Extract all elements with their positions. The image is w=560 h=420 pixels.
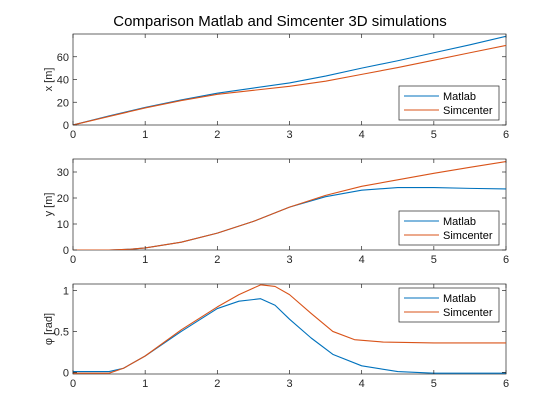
series-group [73, 161, 506, 250]
x-tick-label: 5 [431, 129, 437, 141]
x-tick-label: 4 [359, 378, 365, 390]
x-tick-label: 6 [503, 129, 509, 141]
y-tick-label: 0.5 [54, 326, 69, 338]
y-tick-label: 20 [57, 193, 69, 205]
series-group [73, 35, 506, 125]
x-tick-label: 0 [70, 254, 76, 266]
y-tick-label: 0 [63, 367, 69, 379]
x-tick-label: 0 [70, 378, 76, 390]
y-tick-label: 60 [57, 52, 69, 64]
x-tick-label: 6 [503, 254, 509, 266]
x-tick-label: 2 [214, 129, 220, 141]
legend-box [398, 210, 500, 246]
y-tick-label: 0 [63, 120, 69, 132]
y-tick-label: 40 [57, 75, 69, 87]
legend-label-matlab: Matlab [443, 216, 476, 228]
x-tick-label: 1 [142, 254, 148, 266]
x-tick-label: 5 [431, 254, 437, 266]
y-tick-label: 30 [57, 167, 69, 179]
x-tick-label: 0 [70, 129, 76, 141]
legend-label-simcenter: Simcenter [443, 307, 493, 319]
x-tick-label: 3 [286, 254, 292, 266]
x-tick-label: 5 [431, 378, 437, 390]
x-tick-label: 3 [286, 129, 292, 141]
legend-label-matlab: Matlab [443, 293, 476, 305]
legend: Matlab Simcenter [398, 85, 500, 121]
x-tick-label: 4 [359, 254, 365, 266]
legend-box [398, 287, 500, 323]
subplot-3: 0 1 2 3 4 5 6 0 0.5 1 φ [rad] Matlab Simcenter [43, 283, 509, 390]
x-tick-label: 1 [142, 129, 148, 141]
series-line-simcenter [73, 161, 506, 250]
legend-label-matlab: Matlab [443, 91, 476, 103]
legend: Matlab Simcenter [398, 210, 500, 246]
y-axis-label: y [m] [43, 193, 55, 217]
y-axis-label: x [m] [43, 68, 55, 92]
subplot-2: 0 1 2 3 4 5 6 0 10 20 30 y [m] Matlab Simcenter [43, 158, 509, 266]
y-tick-label: 0 [63, 245, 69, 257]
y-axis-label: φ [rad] [43, 313, 55, 345]
x-tick-label: 4 [359, 129, 365, 141]
legend-box [398, 85, 500, 121]
series-line-simcenter [73, 44, 506, 125]
legend-label-simcenter: Simcenter [443, 105, 493, 117]
y-tick-label: 20 [57, 97, 69, 109]
legend: Matlab Simcenter [398, 287, 500, 323]
legend-label-simcenter: Simcenter [443, 230, 493, 242]
series-line-matlab [73, 35, 506, 125]
x-tick-label: 2 [214, 254, 220, 266]
figure-title: Comparison Matlab and Simcenter 3D simul… [113, 13, 446, 30]
y-tick-label: 10 [57, 219, 69, 231]
x-tick-label: 3 [286, 378, 292, 390]
series-line-simcenter [73, 284, 506, 374]
x-tick-label: 6 [503, 378, 509, 390]
x-tick-label: 1 [142, 378, 148, 390]
y-tick-label: 1 [63, 286, 69, 298]
series-group [73, 284, 506, 374]
x-tick-label: 2 [214, 378, 220, 390]
